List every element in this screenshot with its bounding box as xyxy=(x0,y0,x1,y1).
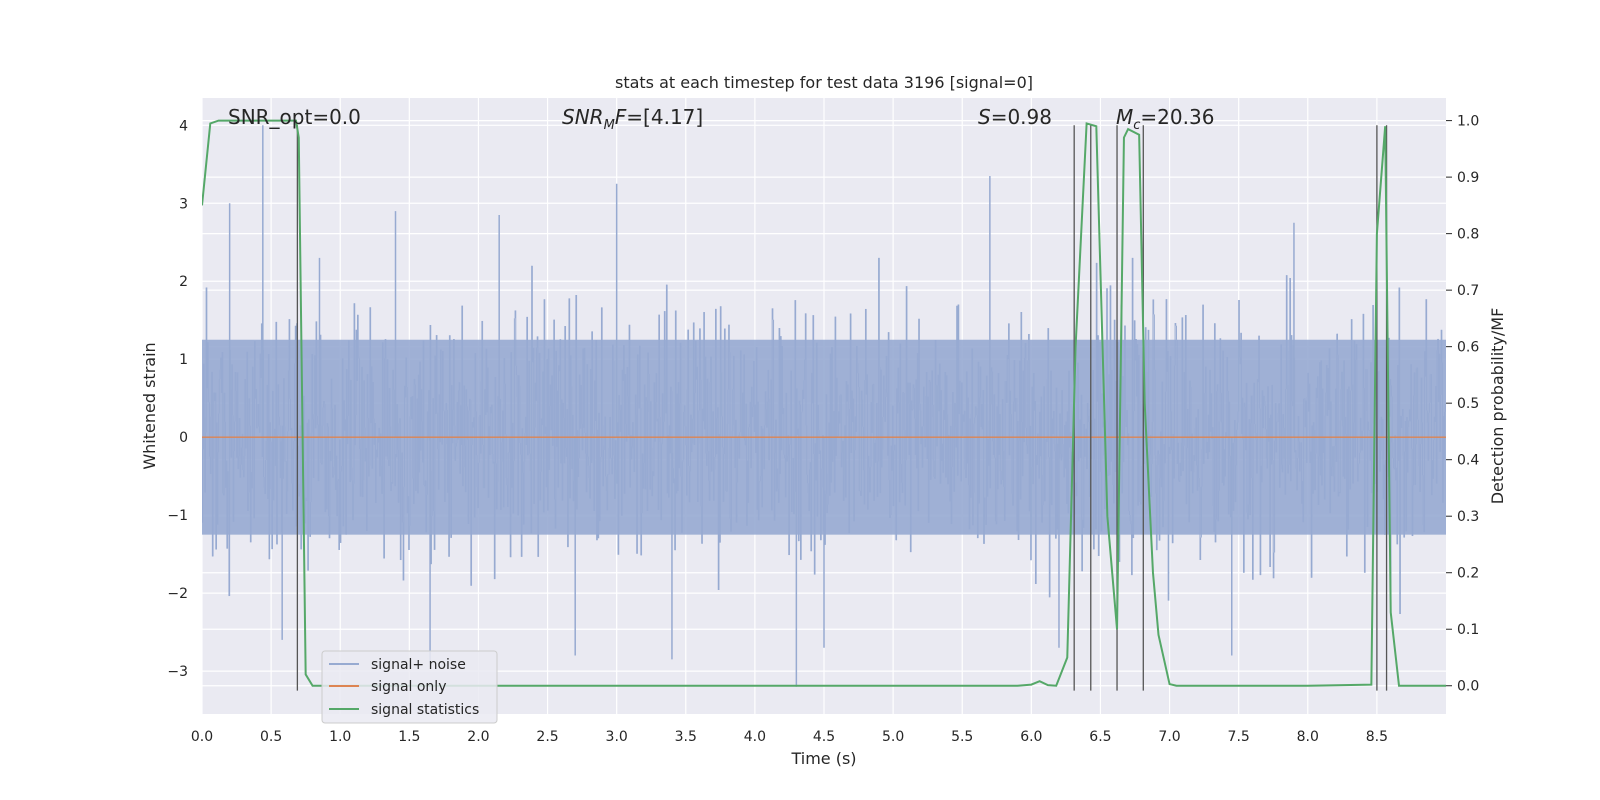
snr-mf-value: =[4.17] xyxy=(626,105,703,129)
legend: signal+ noise signal only signal statist… xyxy=(321,650,498,724)
x-axis-ticks: 0.0 0.5 1.0 1.5 2.0 2.5 3.0 3.5 4.0 4.5 5.0 5.5 6.0 6… xyxy=(191,729,1388,745)
x-tick-label-10: 5.0 xyxy=(882,729,904,745)
y-left-axis-label: Whitened strain xyxy=(140,342,159,469)
mc-var: M xyxy=(1116,105,1133,129)
x-axis-label: Time (s) xyxy=(790,749,856,768)
plot-area xyxy=(202,119,1446,691)
x-tick-label-7: 3.5 xyxy=(675,729,697,745)
x-tick-label-16: 8.0 xyxy=(1297,729,1319,745)
x-tick-label-8: 4.0 xyxy=(744,729,766,745)
snr-mf-var: SNR xyxy=(562,105,604,129)
y-right-tick-label-5: 0.5 xyxy=(1457,396,1479,412)
annotation-snr-opt: SNR_opt=0.0 xyxy=(228,105,361,129)
mc-value: =20.36 xyxy=(1140,105,1214,129)
x-tick-label-1: 0.5 xyxy=(260,729,282,745)
y-left-tick-label-0: −3 xyxy=(167,664,188,680)
s-var: S xyxy=(978,105,991,129)
y-left-tick-label-5: 2 xyxy=(179,274,188,290)
x-tick-label-12: 6.0 xyxy=(1020,729,1042,745)
x-tick-label-13: 6.5 xyxy=(1089,729,1111,745)
snr-mf-f: F xyxy=(615,105,627,129)
legend-label-signal-statistics: signal statistics xyxy=(371,702,479,718)
x-tick-label-5: 2.5 xyxy=(536,729,558,745)
y-right-tick-label-1: 0.1 xyxy=(1457,622,1479,638)
y-right-tick-label-0: 0.0 xyxy=(1457,679,1479,695)
y-left-tick-label-7: 4 xyxy=(179,118,188,134)
y-left-tick-label-4: 1 xyxy=(179,352,188,368)
y-right-axis-label: Detection probability/MF xyxy=(1488,308,1507,505)
y-right-tick-label-4: 0.4 xyxy=(1457,453,1479,469)
x-tick-label-6: 3.0 xyxy=(606,729,628,745)
annotation-s: S=0.98 xyxy=(978,105,1052,129)
y-left-tick-label-6: 3 xyxy=(179,196,188,212)
annotation-snr-mf: SNRMF=[4.17] xyxy=(562,105,703,133)
y-right-tick-label-2: 0.2 xyxy=(1457,566,1479,582)
x-tick-label-14: 7.0 xyxy=(1158,729,1180,745)
y-right-tick-label-10: 1.0 xyxy=(1457,114,1479,130)
mc-sub: c xyxy=(1133,118,1140,133)
y-left-tick-label-3: 0 xyxy=(179,430,188,446)
y-right-tick-label-8: 0.8 xyxy=(1457,227,1479,243)
x-tick-label-9: 4.5 xyxy=(813,729,835,745)
legend-box xyxy=(321,650,498,724)
annotation-mc: Mc=20.36 xyxy=(1116,105,1214,133)
x-tick-label-3: 1.5 xyxy=(398,729,420,745)
legend-label-signal-only: signal only xyxy=(371,679,446,695)
s-value: =0.98 xyxy=(991,105,1052,129)
legend-label-signal-noise: signal+ noise xyxy=(371,657,466,673)
signal-statistics-line xyxy=(202,119,1446,687)
y-left-tick-label-2: −1 xyxy=(167,508,188,524)
x-tick-label-0: 0.0 xyxy=(191,729,213,745)
y-left-tick-label-1: −2 xyxy=(167,586,188,602)
chart-title: stats at each timestep for test data 319… xyxy=(615,73,1033,92)
y-right-axis-ticks: 0.0 0.1 0.2 0.3 0.4 0.5 0.6 0.7 0.8 0.9 1.0 xyxy=(1446,114,1479,695)
y-right-tick-label-9: 0.9 xyxy=(1457,170,1479,186)
x-tick-label-17: 8.5 xyxy=(1366,729,1388,745)
snr-mf-sub: M xyxy=(604,118,615,133)
x-tick-label-2: 1.0 xyxy=(329,729,351,745)
y-right-tick-label-3: 0.3 xyxy=(1457,509,1479,525)
y-left-axis-ticks: −3 −2 −1 0 1 2 3 4 xyxy=(167,118,188,680)
x-tick-label-15: 7.5 xyxy=(1228,729,1250,745)
x-tick-label-11: 5.5 xyxy=(951,729,973,745)
y-right-tick-label-6: 0.6 xyxy=(1457,340,1479,356)
x-tick-label-4: 2.0 xyxy=(467,729,489,745)
y-right-tick-label-7: 0.7 xyxy=(1457,283,1479,299)
